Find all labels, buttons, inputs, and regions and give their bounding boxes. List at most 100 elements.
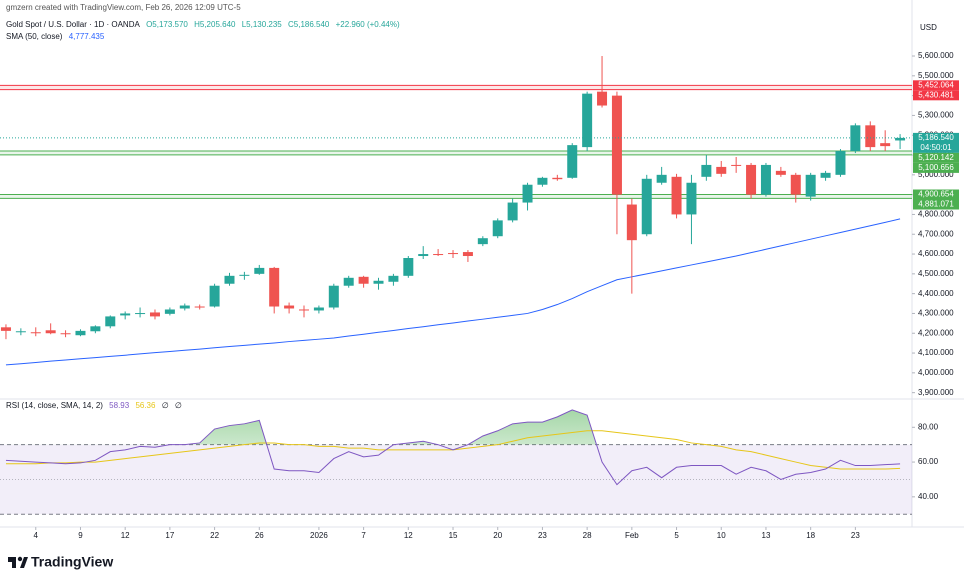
y-tick-label: 4,800.000	[918, 210, 954, 219]
y-tick-label: 4,200.000	[918, 328, 954, 337]
candle-body	[731, 164, 742, 166]
readout: L5,130.235	[241, 20, 282, 29]
readout: H5,205.640	[194, 20, 236, 29]
candle-body	[30, 332, 41, 334]
candle-body	[433, 254, 444, 256]
candle-body	[418, 254, 429, 257]
candle-body	[328, 285, 339, 308]
level-band	[0, 194, 912, 199]
candle-body	[105, 316, 116, 327]
y-tick-label: 5,600.000	[918, 51, 954, 60]
symbol-title: Gold Spot / U.S. Dollar · 1D · OANDA	[6, 20, 140, 29]
x-tick-label: Feb	[625, 531, 639, 540]
x-tick-label: 28	[583, 531, 592, 540]
y-tick-label: 5,000.000	[918, 170, 954, 179]
level-label: 5,120.142	[918, 153, 954, 162]
candle-body	[626, 204, 637, 241]
level-box	[913, 80, 959, 91]
candle-body	[15, 331, 26, 333]
candle-body	[209, 285, 220, 307]
candle-body	[597, 91, 608, 106]
rsi-ma-value: 56.36	[135, 401, 156, 410]
x-tick-label: 20	[493, 531, 502, 540]
candle-body	[179, 305, 190, 309]
candle-body	[120, 313, 131, 316]
candle-body	[820, 172, 831, 178]
y-tick-label: 5,500.000	[918, 71, 954, 80]
candle-body	[701, 164, 712, 177]
x-tick-label: 22	[210, 531, 219, 540]
candle-body	[149, 312, 160, 317]
candle-body	[313, 307, 324, 311]
rsi-line	[5, 409, 901, 486]
candle-body	[224, 275, 235, 284]
attribution: gmzern created with TradingView.com, Feb…	[6, 3, 241, 12]
y-tick-label: 4,400.000	[918, 289, 954, 298]
last-price-label: 5,186.540	[918, 133, 954, 142]
candle-body	[492, 220, 503, 237]
readout: C5,186.540	[288, 20, 330, 29]
candle-body	[760, 164, 771, 195]
level-label: 4,881.071	[918, 200, 954, 209]
candle-body	[358, 276, 369, 284]
rsi-tick-label: 80.00	[918, 422, 939, 431]
x-tick-label: 13	[762, 531, 771, 540]
na: ∅	[174, 401, 182, 410]
candle-body	[790, 174, 801, 195]
x-tick-label: 5	[674, 531, 679, 540]
y-tick-label: 5,300.000	[918, 111, 954, 120]
candle-body	[880, 143, 891, 147]
x-tick-label: 15	[449, 531, 458, 540]
readout: O5,173.570	[146, 20, 188, 29]
brand: TradingView	[31, 554, 113, 570]
x-tick-label: 12	[121, 531, 130, 540]
candle-body	[522, 184, 533, 203]
candle-body	[462, 252, 473, 257]
level-box	[913, 162, 959, 173]
candle-body	[448, 253, 459, 255]
x-tick-label: 4	[34, 531, 39, 540]
level-label: 4,900.654	[918, 190, 954, 199]
last-price-box	[913, 132, 959, 153]
candle-body	[895, 137, 906, 141]
candle-body	[746, 164, 757, 195]
x-tick-label: 23	[538, 531, 547, 540]
candle-body	[284, 305, 295, 309]
candle-body	[611, 95, 622, 195]
candle-body	[403, 258, 414, 276]
readout: +22.960 (+0.44%)	[335, 20, 400, 29]
candle-body	[269, 267, 280, 307]
candle-body	[75, 330, 86, 336]
logo-part	[17, 556, 23, 562]
x-tick-label: 17	[165, 531, 174, 540]
candle-body	[135, 313, 146, 315]
sma-line	[5, 218, 901, 366]
rsi-legend: RSI (14, close, SMA, 14, 2) 58.93 56.36 …	[6, 401, 186, 410]
countdown: 04:50:01	[920, 143, 952, 152]
x-tick-label: 10	[717, 531, 726, 540]
candle-body	[239, 274, 250, 276]
rsi-name: RSI (14, close, SMA, 14, 2)	[6, 401, 103, 410]
candle-body	[552, 177, 563, 180]
candle-body	[0, 327, 11, 331]
sma-value: 4,777.435	[68, 32, 105, 41]
level-label: 5,100.656	[918, 163, 954, 172]
rsi-tick-label: 60.00	[918, 457, 939, 466]
candle-body	[865, 125, 876, 148]
x-tick-label: 12	[404, 531, 413, 540]
candle-body	[373, 280, 384, 284]
rsi-value: 58.93	[109, 401, 130, 410]
candle-body	[671, 176, 682, 215]
candle-body	[805, 174, 816, 197]
candle-body	[299, 309, 309, 311]
overbought-fill	[184, 409, 597, 445]
logo-part	[12, 557, 16, 568]
x-tick-label: 26	[255, 531, 264, 540]
currency: USD	[920, 23, 937, 32]
na: ∅	[161, 401, 169, 410]
candle-body	[388, 275, 399, 282]
candle-body	[60, 333, 71, 335]
legend-row: Gold Spot / U.S. Dollar · 1D · OANDA O5,…	[6, 20, 404, 29]
candle-body	[164, 309, 175, 314]
